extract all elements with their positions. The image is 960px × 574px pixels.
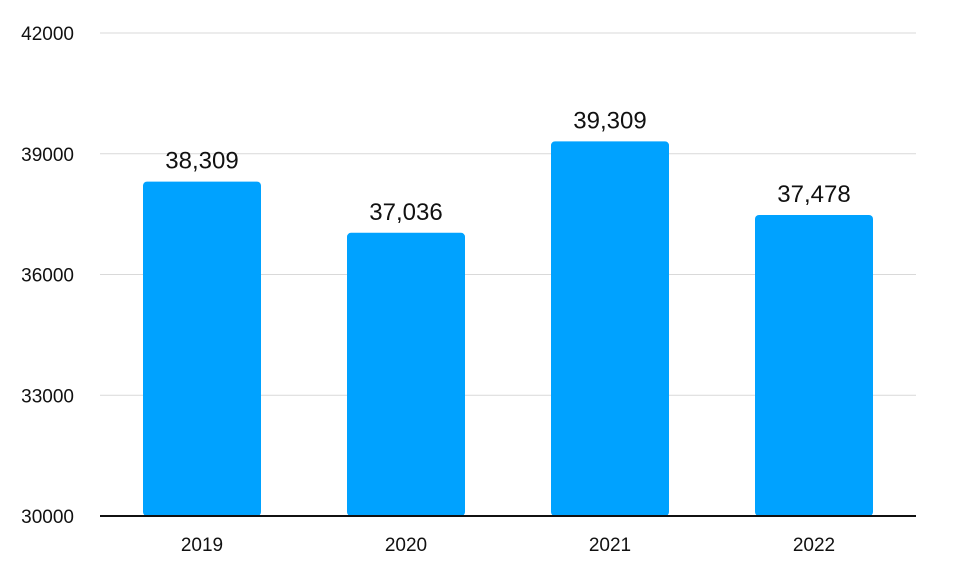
data-label-2022: 37,478	[777, 181, 850, 208]
data-label-2021: 39,309	[573, 107, 646, 134]
bar-2022	[755, 215, 873, 516]
bar-2020	[347, 232, 465, 516]
bar-2021	[551, 141, 669, 516]
y-tick-label: 33000	[21, 386, 74, 407]
y-tick-label: 36000	[21, 266, 74, 287]
x-tick-label: 2020	[385, 535, 427, 556]
x-tick-label: 2021	[589, 535, 631, 556]
bars	[143, 141, 873, 516]
y-tick-label: 39000	[21, 145, 74, 166]
x-tick-label: 2019	[181, 535, 223, 556]
data-label-2019: 38,309	[165, 148, 238, 175]
labels: 30000 33000 36000 39000 42000 38,309 2019 37,03…	[21, 24, 851, 556]
y-tick-label: 42000	[21, 24, 74, 45]
y-tick-label: 30000	[21, 507, 74, 528]
bar-2019	[143, 181, 261, 516]
data-label-2020: 37,036	[369, 199, 442, 226]
x-tick-label: 2022	[793, 535, 835, 556]
